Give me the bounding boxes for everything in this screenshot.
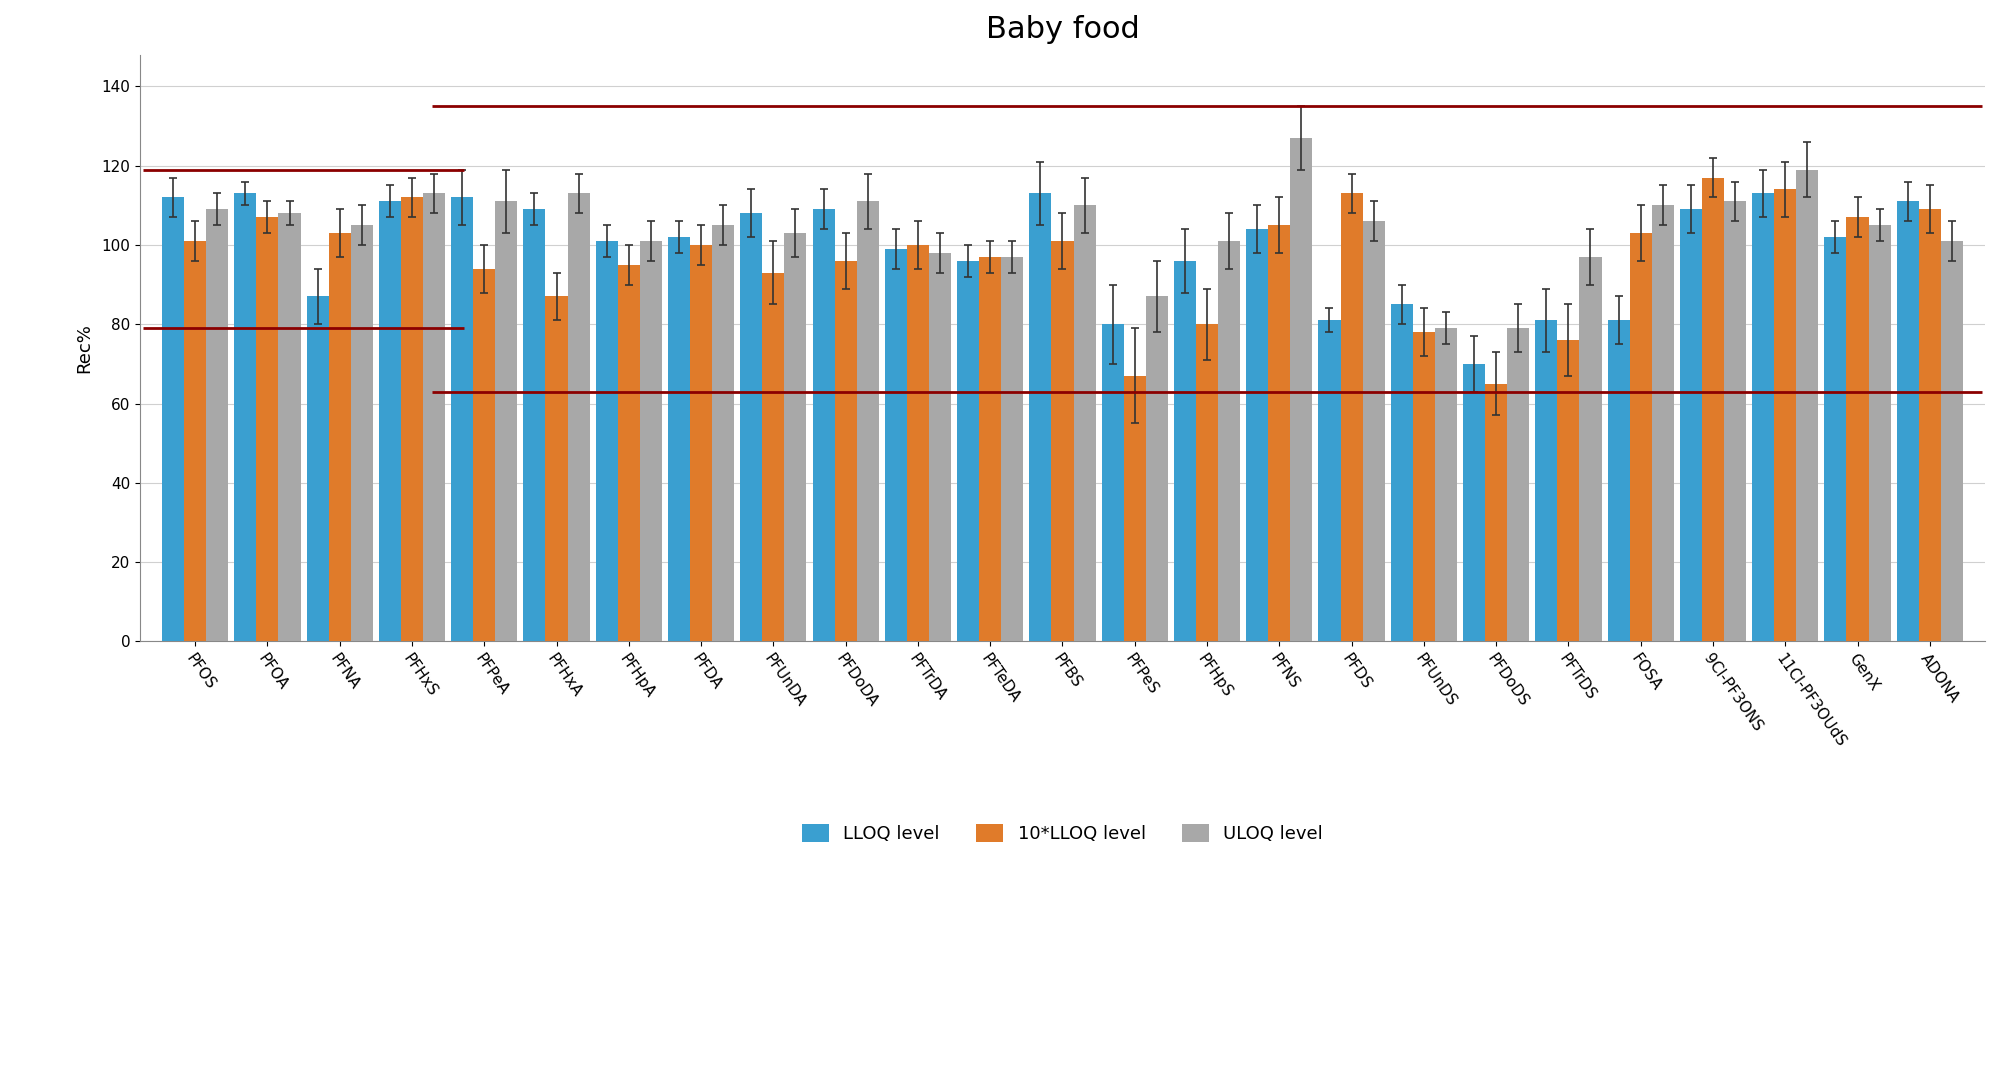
- Bar: [1434, 329, 1456, 641]
- Bar: [1868, 226, 1890, 641]
- Bar: [884, 249, 906, 641]
- Bar: [1558, 340, 1580, 641]
- Bar: [906, 245, 928, 641]
- Bar: [1102, 324, 1124, 641]
- Bar: [378, 201, 400, 641]
- Bar: [834, 261, 856, 641]
- Bar: [690, 245, 712, 641]
- Bar: [1290, 137, 1312, 641]
- Bar: [712, 226, 734, 641]
- Bar: [640, 241, 662, 641]
- Bar: [278, 214, 300, 641]
- Bar: [1896, 201, 1918, 641]
- Bar: [1074, 205, 1096, 641]
- Bar: [1362, 221, 1384, 641]
- Bar: [1652, 205, 1674, 641]
- Bar: [1608, 320, 1630, 641]
- Bar: [1774, 189, 1796, 641]
- Bar: [452, 198, 474, 641]
- Bar: [1146, 296, 1168, 641]
- Bar: [1412, 332, 1434, 641]
- Bar: [668, 237, 690, 641]
- Bar: [1340, 193, 1362, 641]
- Bar: [1918, 209, 1940, 641]
- Bar: [812, 209, 834, 641]
- Bar: [184, 241, 206, 641]
- Bar: [496, 201, 518, 641]
- Bar: [1318, 320, 1340, 641]
- Bar: [1268, 226, 1290, 641]
- Bar: [1824, 237, 1846, 641]
- Bar: [1030, 193, 1052, 641]
- Y-axis label: Rec%: Rec%: [76, 323, 94, 373]
- Bar: [1702, 177, 1724, 641]
- Bar: [162, 198, 184, 641]
- Bar: [350, 226, 372, 641]
- Bar: [1940, 241, 1962, 641]
- Bar: [1752, 193, 1774, 641]
- Bar: [474, 268, 496, 641]
- Bar: [400, 198, 424, 641]
- Bar: [424, 193, 446, 641]
- Bar: [762, 273, 784, 641]
- Bar: [206, 209, 228, 641]
- Bar: [1174, 261, 1196, 641]
- Bar: [1196, 324, 1218, 641]
- Bar: [1536, 320, 1558, 641]
- Bar: [568, 193, 590, 641]
- Bar: [1508, 329, 1530, 641]
- Bar: [1462, 364, 1486, 641]
- Bar: [1486, 383, 1508, 641]
- Bar: [1724, 201, 1746, 641]
- Bar: [1630, 233, 1652, 641]
- Bar: [784, 233, 806, 641]
- Bar: [1246, 229, 1268, 641]
- Bar: [256, 217, 278, 641]
- Title: Baby food: Baby food: [986, 15, 1140, 44]
- Bar: [958, 261, 980, 641]
- Bar: [980, 257, 1002, 641]
- Bar: [1390, 304, 1412, 641]
- Bar: [1124, 376, 1146, 641]
- Bar: [328, 233, 350, 641]
- Bar: [1052, 241, 1074, 641]
- Bar: [1002, 257, 1024, 641]
- Bar: [234, 193, 256, 641]
- Bar: [928, 252, 952, 641]
- Bar: [1580, 257, 1602, 641]
- Bar: [1218, 241, 1240, 641]
- Bar: [524, 209, 546, 641]
- Bar: [618, 265, 640, 641]
- Bar: [1796, 170, 1818, 641]
- Bar: [596, 241, 618, 641]
- Bar: [306, 296, 328, 641]
- Bar: [1680, 209, 1702, 641]
- Bar: [856, 201, 878, 641]
- Legend: LLOQ level, 10*LLOQ level, ULOQ level: LLOQ level, 10*LLOQ level, ULOQ level: [792, 815, 1332, 852]
- Bar: [740, 214, 762, 641]
- Bar: [546, 296, 568, 641]
- Bar: [1846, 217, 1868, 641]
